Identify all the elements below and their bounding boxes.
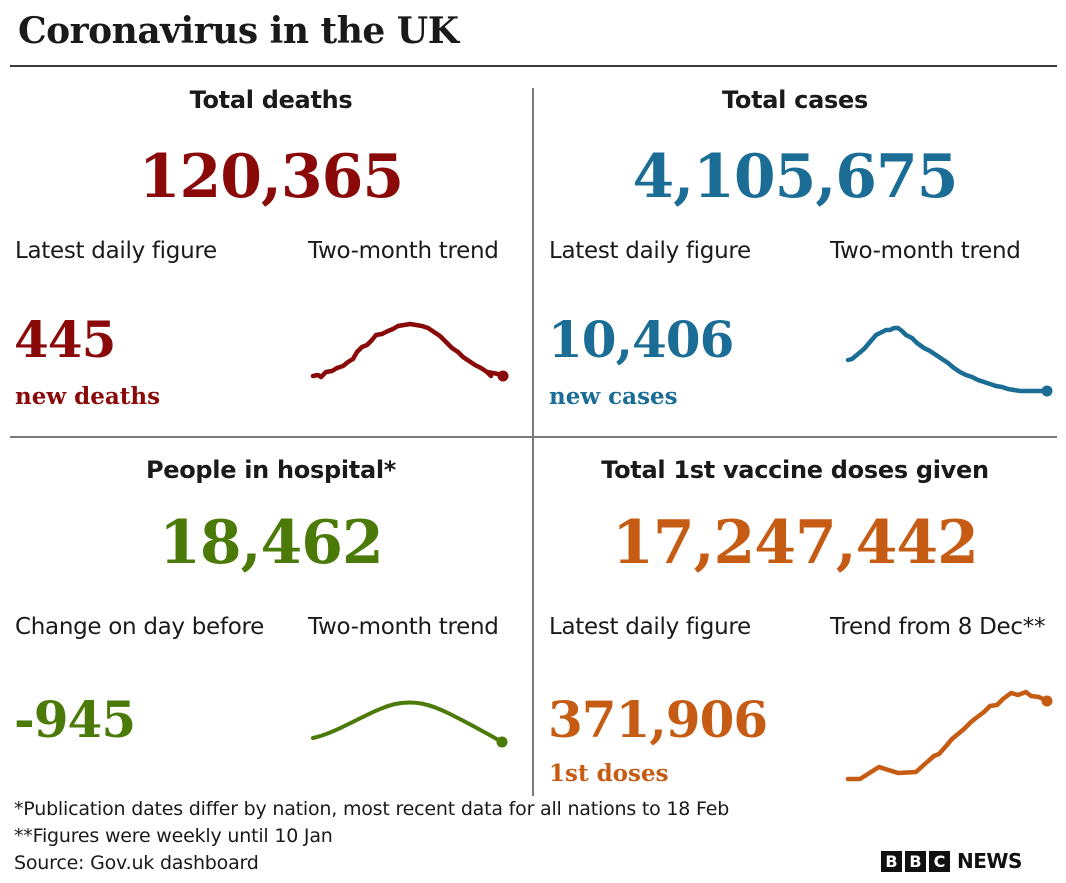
cases-daily-value: 10,406 xyxy=(548,310,734,369)
hospital-change-label: Change on day before xyxy=(15,614,264,640)
vaccines-total: 17,247,442 xyxy=(612,508,979,578)
logo-letter-b1: B xyxy=(881,850,902,872)
vaccines-daily-unit: 1st doses xyxy=(549,760,669,787)
logo-news-word: NEWS xyxy=(957,849,1022,873)
logo-letter-c: C xyxy=(929,850,950,872)
footnotes: *Publication dates differ by nation, mos… xyxy=(14,796,729,877)
hospital-change-value: -945 xyxy=(14,690,136,749)
vaccines-daily-value: 371,906 xyxy=(548,690,768,749)
hospital-total: 18,462 xyxy=(159,508,384,578)
cases-heading: Total cases xyxy=(722,86,868,114)
cases-daily-label: Latest daily figure xyxy=(549,238,751,264)
hospital-trend-label: Two-month trend xyxy=(308,614,499,640)
deaths-daily-unit: new deaths xyxy=(15,383,161,410)
cases-daily-unit: new cases xyxy=(549,383,678,410)
vaccines-trend-label: Trend from 8 Dec** xyxy=(830,614,1046,640)
footnote-weekly-figures: **Figures were weekly until 10 Jan xyxy=(14,825,333,847)
deaths-daily-value: 445 xyxy=(14,310,116,369)
hospital-heading: People in hospital* xyxy=(145,456,397,484)
footnote-publication-dates: *Publication dates differ by nation, mos… xyxy=(14,798,730,820)
source-note: Source: Gov.uk dashboard xyxy=(14,852,259,874)
deaths-heading: Total deaths xyxy=(189,86,353,114)
deaths-daily-label: Latest daily figure xyxy=(15,238,217,264)
cases-trend-label: Two-month trend xyxy=(830,238,1021,264)
vaccines-heading: Total 1st vaccine doses given xyxy=(601,456,989,484)
page-title: Coronavirus in the UK xyxy=(18,10,459,52)
horizontal-divider xyxy=(10,436,1057,438)
cases-total: 4,105,675 xyxy=(632,142,958,212)
bbc-news-logo: B B C NEWS xyxy=(881,849,1022,873)
title-rule xyxy=(10,65,1057,67)
vaccines-daily-label: Latest daily figure xyxy=(549,614,751,640)
deaths-trend-label: Two-month trend xyxy=(308,238,499,264)
logo-letter-b2: B xyxy=(905,850,926,872)
vertical-divider xyxy=(532,88,534,796)
deaths-total: 120,365 xyxy=(138,142,404,212)
